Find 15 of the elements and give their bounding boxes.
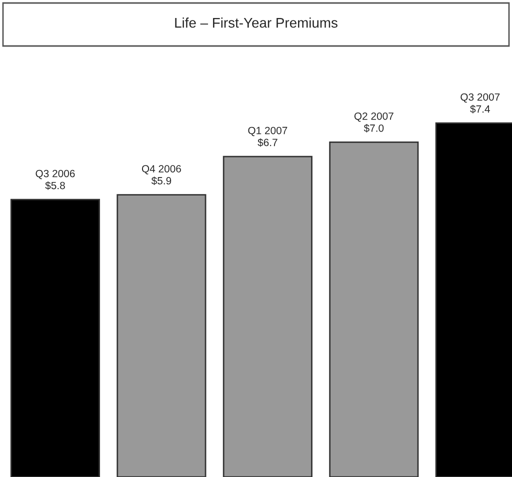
data-label: $5.9	[151, 176, 172, 186]
x-tick-label: Q3 2007	[460, 93, 500, 103]
data-label: $6.7	[258, 138, 278, 147]
bar	[329, 142, 419, 477]
data-label: $7.4	[470, 104, 490, 114]
data-label: $7.0	[364, 124, 384, 132]
bar	[10, 198, 100, 477]
bar	[222, 156, 312, 477]
chart-title: Life – First-Year Premiums	[175, 18, 338, 28]
data-label: $5.8	[45, 181, 65, 190]
x-tick-label: Q2 2007	[354, 112, 394, 122]
x-tick-label: Q4 2006	[142, 165, 181, 174]
x-tick-label: Q1 2007	[248, 126, 288, 136]
bar	[116, 194, 206, 477]
x-tick-label: Q3 2006	[36, 170, 75, 180]
